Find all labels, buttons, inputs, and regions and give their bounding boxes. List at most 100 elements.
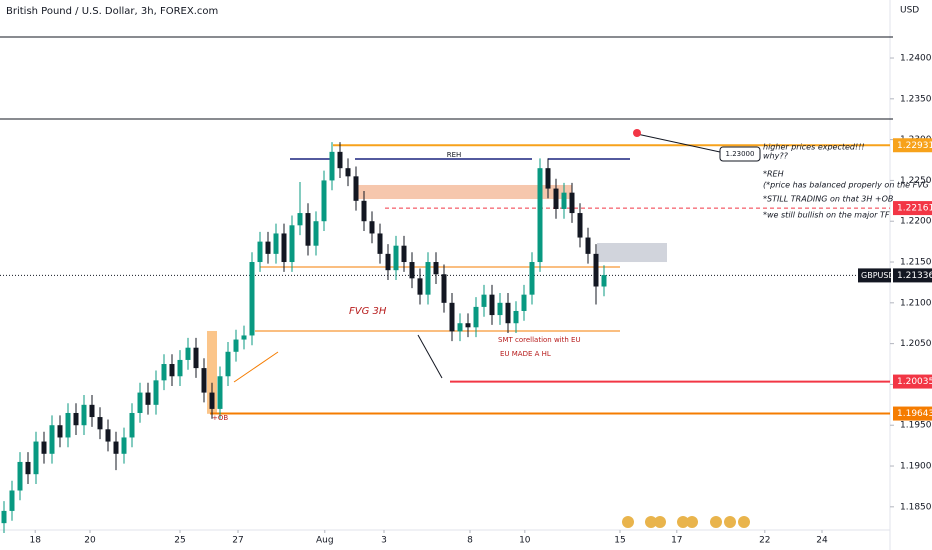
candle-body xyxy=(441,274,447,303)
annotation: +OB xyxy=(212,414,228,422)
candle-body xyxy=(417,278,423,295)
candle-body xyxy=(385,253,391,271)
candle-body xyxy=(249,262,255,336)
x-tick-label: 17 xyxy=(671,536,682,546)
candle-body xyxy=(345,168,351,177)
candle-body xyxy=(537,168,543,263)
callout-label: 1.23000 xyxy=(726,150,755,158)
candle-body xyxy=(233,339,239,352)
candle-body xyxy=(409,262,415,279)
candle-body xyxy=(193,347,199,369)
y-tick-label: 1.23500 xyxy=(900,94,932,104)
y-tick-label: 1.18500 xyxy=(900,502,932,512)
note: *STILL TRADING on that 3H +OB xyxy=(763,195,893,204)
note: higher prices expected!!! xyxy=(763,143,865,152)
candle-body xyxy=(257,241,263,263)
candle-body xyxy=(329,151,335,181)
candle-body xyxy=(113,441,119,454)
annotation: REH xyxy=(447,151,462,159)
y-tick-label: 1.22000 xyxy=(900,217,932,227)
candle-body xyxy=(361,200,367,222)
price-tag xyxy=(893,406,932,421)
candle-body xyxy=(169,364,175,377)
price-tag-label: 1.22161 xyxy=(897,204,932,214)
note: why?? xyxy=(763,152,789,161)
x-tick-label: 3 xyxy=(381,536,387,546)
candle-body xyxy=(497,302,503,316)
y-tick-label: 1.22500 xyxy=(900,176,932,186)
candle-body xyxy=(153,380,159,405)
candle-body xyxy=(65,412,71,438)
candle-body xyxy=(369,221,375,234)
candle-body xyxy=(201,368,207,393)
flags xyxy=(622,516,750,528)
candle-body xyxy=(529,262,535,295)
candle-body xyxy=(305,213,311,246)
candle-body xyxy=(593,253,599,287)
price-tag-label: 1.21336 xyxy=(897,271,932,281)
x-tick-label: 27 xyxy=(232,536,243,546)
candle-body xyxy=(25,461,31,475)
price-tag xyxy=(893,374,932,389)
candle-body xyxy=(425,262,431,295)
candle-body xyxy=(105,429,111,442)
candle-body xyxy=(265,241,271,254)
candle-body xyxy=(561,192,567,209)
price-tag xyxy=(893,138,932,153)
candle-body xyxy=(585,237,591,254)
candle-body xyxy=(41,441,47,454)
x-tick-label: 8 xyxy=(467,536,473,546)
candle-body xyxy=(225,351,231,377)
price-tag-label: 1.19643 xyxy=(897,409,932,419)
candle-body xyxy=(89,404,95,418)
note: *we still bullish on the major TF xyxy=(763,211,890,220)
annotation: EU MADE A HL xyxy=(500,350,551,358)
candle-body xyxy=(569,192,575,214)
zone xyxy=(355,184,572,200)
candle-body xyxy=(337,151,343,169)
candle-body xyxy=(521,294,527,311)
x-tick-label: 18 xyxy=(29,536,41,546)
price-tag-label: 1.22931 xyxy=(897,141,932,151)
annotation: FVG 3H xyxy=(349,306,387,317)
annotation: SMT corellation with EU xyxy=(498,336,581,344)
chart-title: British Pound / U.S. Dollar, 3h, FOREX.c… xyxy=(6,6,218,17)
note: *REH xyxy=(763,170,784,179)
candle-body xyxy=(273,233,279,254)
x-tick-label: 22 xyxy=(759,536,770,546)
candle-body xyxy=(505,302,511,324)
x-tick-label: 15 xyxy=(614,536,625,546)
y-tick-label: 1.20500 xyxy=(900,339,932,349)
candle-body xyxy=(121,437,127,454)
x-tick-label: 20 xyxy=(84,536,96,546)
candle-body xyxy=(465,323,471,328)
x-tick-label: 24 xyxy=(816,536,828,546)
candle-body xyxy=(145,392,151,405)
candle-body xyxy=(577,213,583,238)
candle-body xyxy=(81,404,87,426)
x-tick-label: Aug xyxy=(316,536,334,546)
candle-body xyxy=(17,461,23,491)
candle-body xyxy=(9,490,15,511)
candle-body xyxy=(313,221,319,246)
x-tick-label: 25 xyxy=(174,536,185,546)
candle-body xyxy=(377,233,383,254)
price-tag xyxy=(893,201,932,216)
y-tick-label: 1.21000 xyxy=(900,298,932,308)
candle-body xyxy=(161,364,167,381)
candle-body xyxy=(553,188,559,209)
trend-line xyxy=(417,334,443,379)
callout-box xyxy=(719,146,761,162)
candle-body xyxy=(49,425,55,454)
candle-body xyxy=(449,302,455,332)
symbol-label: GBPUSD xyxy=(861,271,895,280)
candle-body xyxy=(289,225,295,263)
candle-body xyxy=(241,335,247,340)
candle-body xyxy=(473,306,479,328)
candle-body xyxy=(513,310,519,324)
candle-body xyxy=(129,412,135,438)
x-tick-label: 10 xyxy=(519,536,531,546)
y-tick-label: 1.24000 xyxy=(900,54,932,64)
zone xyxy=(207,330,217,414)
